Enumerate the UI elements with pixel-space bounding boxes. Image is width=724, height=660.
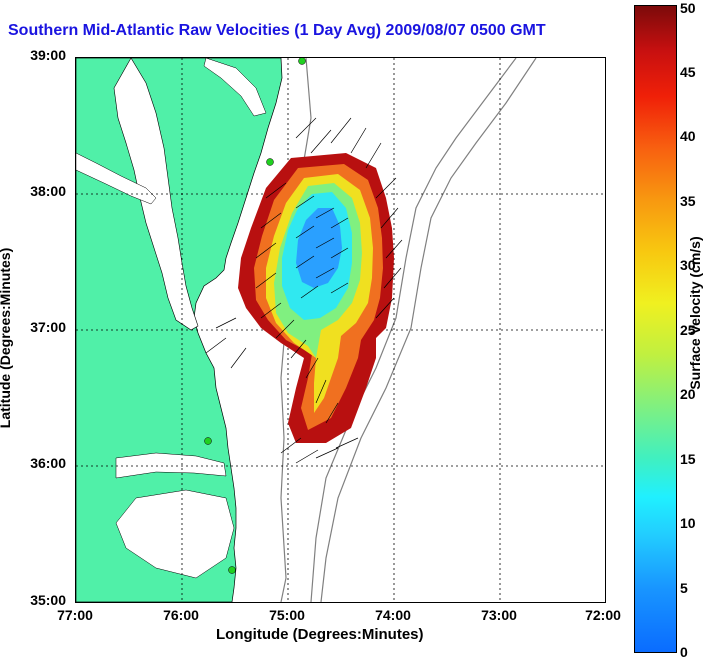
map-svg — [76, 58, 605, 602]
velocity-field — [238, 153, 394, 443]
x-axis-title: Longitude (Degrees:Minutes) — [216, 626, 424, 643]
x-tick-label: 72:00 — [585, 607, 621, 623]
chart-title: Southern Mid-Atlantic Raw Velocities (1 … — [8, 22, 546, 39]
colorbar-tick: 5 — [680, 580, 688, 596]
velocity-vectors — [205, 117, 403, 464]
colorbar — [634, 5, 677, 653]
x-tick-label: 76:00 — [163, 607, 199, 623]
map-plot-area — [75, 57, 606, 603]
station-marker — [266, 158, 274, 166]
x-tick-label: 75:00 — [269, 607, 305, 623]
station-marker — [204, 437, 212, 445]
x-tick-label: 74:00 — [375, 607, 411, 623]
station-marker — [228, 566, 236, 574]
pamlico-sound — [115, 489, 235, 579]
station-marker — [298, 58, 306, 65]
y-tick-label: 36:00 — [30, 455, 66, 471]
colorbar-tick: 40 — [680, 128, 696, 144]
y-tick-label: 39:00 — [30, 47, 66, 63]
bathymetry-contour — [320, 58, 537, 602]
colorbar-tick: 45 — [680, 64, 696, 80]
colorbar-tick: 35 — [680, 193, 696, 209]
colorbar-tick: 20 — [680, 386, 696, 402]
colorbar-title: Surface Velocity (cm/s) — [687, 236, 703, 390]
colorbar-tick: 25 — [680, 322, 696, 338]
colorbar-tick: 15 — [680, 451, 696, 467]
x-tick-label: 73:00 — [481, 607, 517, 623]
y-axis-title: Latitude (Degrees:Minutes) — [0, 247, 13, 429]
albemarle-sound — [115, 452, 227, 479]
hf-radar-stations — [204, 58, 306, 574]
colorbar-tick: 0 — [680, 644, 688, 660]
colorbar-tick: 10 — [680, 515, 696, 531]
delaware-bay — [203, 58, 267, 117]
y-tick-label: 35:00 — [30, 592, 66, 608]
x-tick-label: 77:00 — [57, 607, 93, 623]
bathymetry-contour — [280, 58, 312, 602]
y-tick-label: 37:00 — [30, 319, 66, 335]
potomac-river — [76, 152, 157, 205]
bathymetry-contour — [310, 58, 517, 602]
y-tick-label: 38:00 — [30, 183, 66, 199]
colorbar-tick: 50 — [680, 0, 696, 16]
colorbar-tick: 30 — [680, 257, 696, 273]
